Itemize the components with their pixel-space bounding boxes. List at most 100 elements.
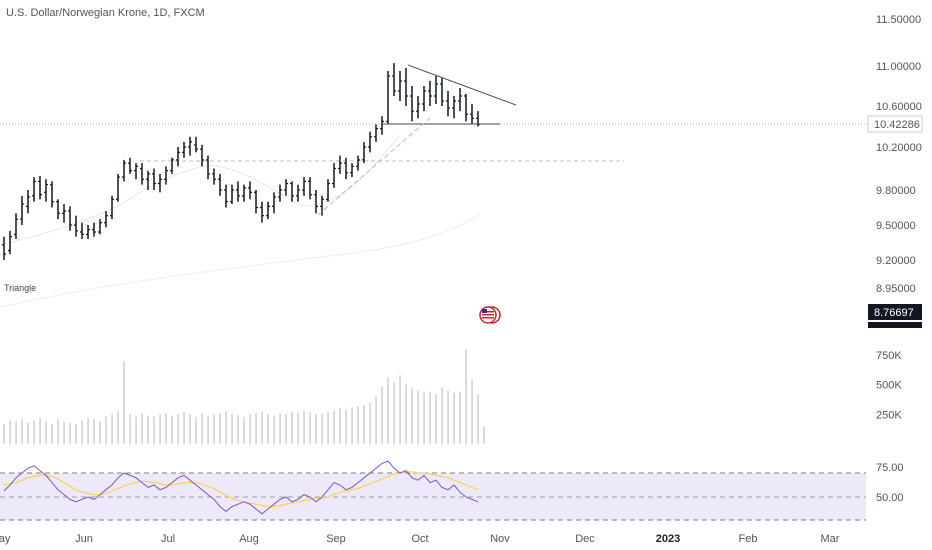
usd-flag-icon[interactable] bbox=[479, 306, 501, 324]
ohlc-bar bbox=[452, 96, 456, 119]
volume-bar bbox=[63, 421, 65, 444]
rsi-ma-line bbox=[3, 471, 479, 508]
time-tick-label: Dec bbox=[575, 533, 595, 545]
volume-bar bbox=[51, 423, 53, 444]
volume-bar bbox=[261, 411, 263, 444]
volume-bar bbox=[225, 410, 227, 444]
ohlc-bar bbox=[470, 104, 474, 125]
volume-bar bbox=[21, 419, 23, 444]
ohlc-bar bbox=[14, 213, 18, 239]
volume-bar bbox=[387, 377, 389, 444]
volume-bar bbox=[57, 419, 59, 444]
volume-bar bbox=[291, 411, 293, 444]
ohlc-bar bbox=[164, 166, 168, 185]
ohlc-bar bbox=[314, 190, 318, 214]
ohlc-bar bbox=[350, 163, 354, 178]
volume-bar bbox=[141, 413, 143, 444]
volume-tick-label: 500K bbox=[876, 380, 902, 392]
time-tick-label: May bbox=[0, 533, 11, 545]
volume-bar bbox=[75, 423, 77, 444]
ohlc-bar bbox=[320, 195, 324, 216]
extra-price-badge: 8.76697 bbox=[868, 304, 922, 328]
volume-bar bbox=[363, 404, 365, 444]
volume-bar bbox=[117, 410, 119, 444]
volume-bar bbox=[327, 411, 329, 444]
ohlc-bar bbox=[230, 184, 234, 204]
ohlc-bar bbox=[290, 181, 294, 202]
volume-bar bbox=[447, 390, 449, 444]
ohlc-bar bbox=[176, 147, 180, 167]
volume-bar bbox=[45, 421, 47, 444]
time-tick-label: Mar bbox=[821, 533, 840, 545]
price-tick-label: 10.60000 bbox=[876, 101, 922, 113]
ohlc-bar bbox=[368, 131, 372, 153]
volume-bar bbox=[111, 414, 113, 444]
volume-bar bbox=[435, 394, 437, 444]
ohlc-bar bbox=[248, 181, 252, 200]
ohlc-bar bbox=[152, 168, 156, 190]
ohlc-bar bbox=[266, 201, 270, 220]
volume-bar bbox=[207, 415, 209, 444]
time-tick-label: Sep bbox=[326, 533, 346, 545]
volume-bar bbox=[381, 387, 383, 444]
volume-bar bbox=[189, 414, 191, 444]
ohlc-bar bbox=[68, 206, 72, 231]
ohlc-bar bbox=[182, 141, 186, 158]
ohlc-bar bbox=[278, 184, 282, 202]
ohlc-bar bbox=[236, 181, 240, 202]
price-tick-label: 10.20000 bbox=[876, 142, 922, 154]
ohlc-bar bbox=[260, 201, 264, 223]
volume-bar bbox=[171, 415, 173, 444]
volume-bar bbox=[33, 420, 35, 444]
ohlc-bar bbox=[2, 236, 6, 260]
ohlc-bar bbox=[302, 177, 306, 196]
volume-bar bbox=[243, 416, 245, 444]
volume-bar bbox=[249, 414, 251, 444]
volume-bar bbox=[255, 413, 257, 444]
price-tick-label: 9.20000 bbox=[876, 255, 916, 267]
volume-bar bbox=[441, 387, 443, 444]
pattern-label: Triangle bbox=[4, 283, 36, 293]
volume-bar bbox=[429, 391, 431, 444]
volume-bar bbox=[453, 392, 455, 444]
price-axis: 11.50000 11.00000 10.60000 10.20000 9.80000 9… bbox=[876, 14, 922, 295]
volume-bar bbox=[123, 360, 125, 444]
volume-bar bbox=[129, 414, 131, 444]
price-tick-label: 9.80000 bbox=[876, 185, 916, 197]
volume-bar bbox=[153, 416, 155, 444]
ohlc-bar bbox=[116, 173, 120, 202]
current-price-badge: 10.42286 bbox=[867, 115, 923, 133]
volume-bar bbox=[147, 415, 149, 444]
volume-bar bbox=[375, 396, 377, 444]
ohlc-bar bbox=[44, 179, 48, 202]
ohlc-bar bbox=[446, 91, 450, 117]
ohlc-bar bbox=[374, 124, 378, 142]
ohlc-bar bbox=[98, 219, 102, 235]
ohlc-bar bbox=[140, 163, 144, 185]
volume-bar bbox=[267, 414, 269, 444]
time-axis: May Jun Jul Aug Sep Oct Nov Dec 2023 Feb Mar bbox=[0, 533, 840, 545]
ohlc-bar bbox=[308, 177, 312, 200]
rsi-axis: 75.00 50.00 bbox=[876, 462, 904, 504]
volume-bar bbox=[339, 408, 341, 444]
volume-bar bbox=[183, 411, 185, 444]
volume-bar bbox=[285, 414, 287, 444]
time-tick-label: Feb bbox=[739, 533, 758, 545]
volume-tick-label: 250K bbox=[876, 409, 902, 421]
ohlc-bar bbox=[38, 176, 42, 200]
volume-bar bbox=[321, 413, 323, 444]
ohlc-bar bbox=[20, 195, 24, 225]
volume-bar bbox=[369, 402, 371, 444]
ohlc-bar bbox=[458, 88, 462, 112]
volume-bar bbox=[9, 420, 11, 444]
ohlc-bar bbox=[344, 157, 348, 180]
ohlc-bar bbox=[332, 163, 336, 188]
ohlc-bar bbox=[212, 168, 216, 185]
ohlc-bar bbox=[464, 94, 468, 122]
ohlc-bar bbox=[86, 225, 90, 239]
time-tick-label: Nov bbox=[490, 533, 510, 545]
pattern-guide-line bbox=[317, 117, 431, 216]
volume-bar bbox=[297, 413, 299, 444]
ohlc-bar bbox=[284, 179, 288, 196]
